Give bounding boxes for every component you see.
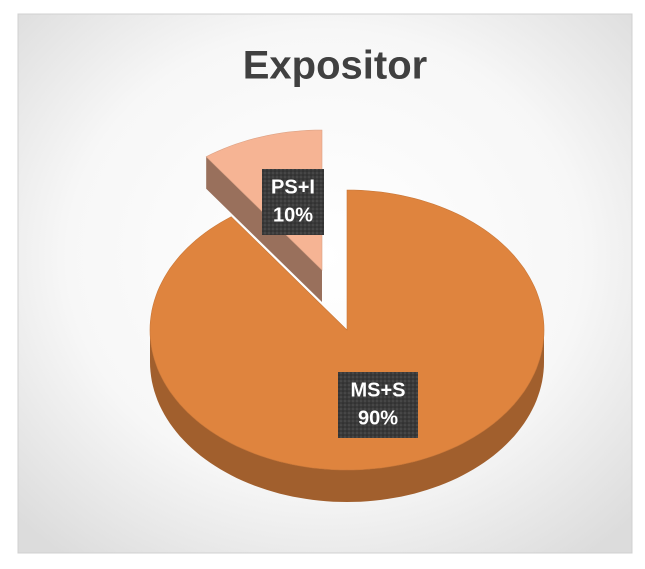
slice-top <box>149 189 545 471</box>
chart-title: Expositor <box>243 44 427 88</box>
data-label-box <box>338 372 418 438</box>
data-label-box <box>262 169 324 235</box>
labels: PS+I 10% MS+S 90% <box>262 169 418 438</box>
pie-slice <box>149 189 545 502</box>
data-label-value: 90% <box>358 407 398 429</box>
slice-side <box>150 330 544 502</box>
data-label-value: 10% <box>273 204 313 226</box>
data-label-category: PS+I <box>271 176 315 198</box>
data-label-category: MS+S <box>350 379 405 401</box>
